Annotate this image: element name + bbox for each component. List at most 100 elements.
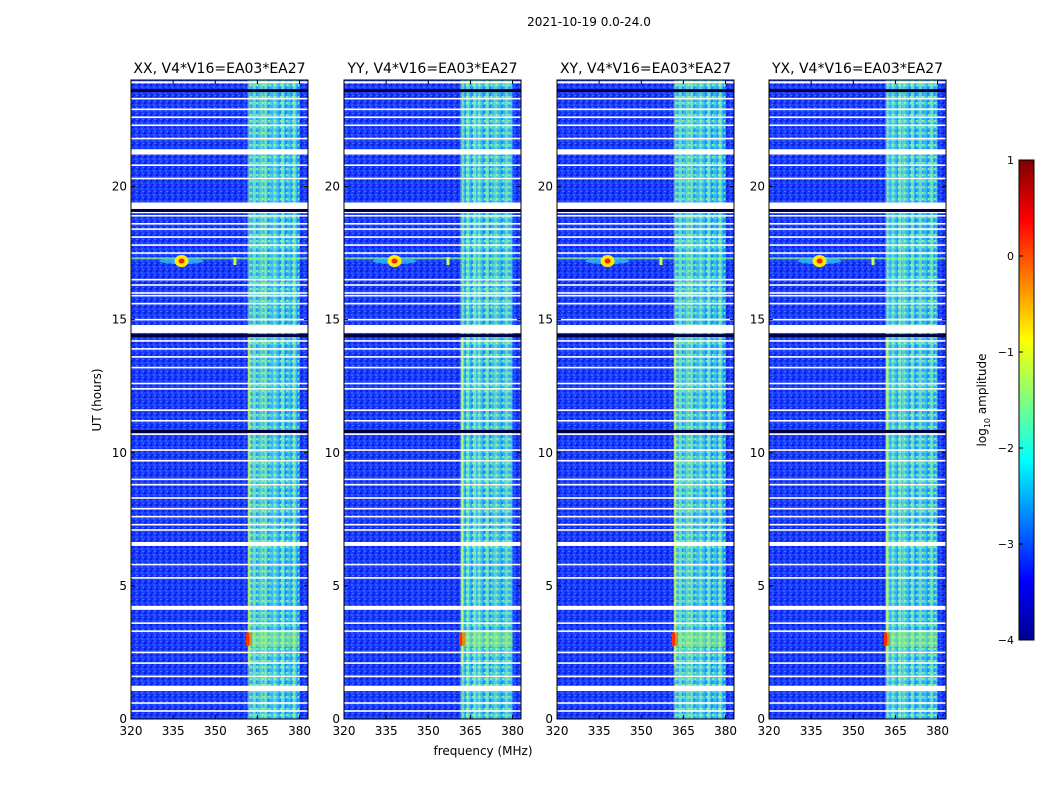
flagged-line — [131, 702, 308, 704]
rfi-column — [707, 80, 711, 719]
flagged-line — [769, 318, 946, 321]
flagged-line — [557, 577, 734, 579]
flagged-line — [344, 164, 521, 166]
dark-line — [557, 334, 734, 338]
flagged-line — [557, 124, 734, 127]
burst-spot — [246, 632, 252, 646]
flagged-line — [769, 409, 946, 411]
flagged-line — [344, 252, 521, 254]
flagged-band — [769, 685, 946, 692]
rfi-column — [494, 80, 498, 719]
flagged-line — [769, 124, 946, 127]
flagged-line — [557, 507, 734, 510]
y-tick-label: 20 — [538, 180, 553, 194]
rfi-column — [898, 80, 902, 719]
flagged-line — [131, 577, 308, 579]
flagged-line — [557, 483, 734, 486]
x-tick-label: 365 — [246, 724, 269, 738]
y-tick-label: 15 — [538, 313, 553, 327]
y-tick-label: 20 — [750, 180, 765, 194]
burst-row — [887, 631, 938, 648]
flagged-line — [769, 651, 946, 654]
rfi-column — [679, 80, 683, 719]
flagged-line — [131, 529, 308, 531]
dark-line — [557, 429, 734, 433]
rfi-spot-core — [391, 258, 398, 264]
dark-line — [769, 208, 946, 212]
flagged-line — [557, 244, 734, 246]
dark-line — [344, 208, 521, 212]
flagged-line — [344, 523, 521, 526]
flagged-line — [131, 651, 308, 654]
flagged-line — [557, 497, 734, 499]
flagged-line — [131, 284, 308, 286]
x-tick-label: 320 — [120, 724, 143, 738]
flagged-line — [557, 523, 734, 526]
flagged-line — [131, 710, 308, 712]
flagged-line — [131, 108, 308, 111]
flagged-line — [769, 382, 946, 385]
flagged-line — [344, 507, 521, 510]
x-tick-label: 320 — [758, 724, 781, 738]
flagged-line — [131, 388, 308, 390]
flagged-band — [344, 541, 521, 546]
flagged-line — [769, 137, 946, 140]
flagged-line — [557, 318, 734, 321]
burst-row — [249, 631, 300, 648]
flagged-line — [769, 388, 946, 390]
flagged-line — [344, 622, 521, 624]
panel-xx: XX, V4*V16=EA03*EA27 320 335 350 365 380 0 5 10 1… — [112, 61, 311, 738]
flagged-line — [131, 433, 308, 435]
flagged-line — [344, 348, 521, 350]
y-tick-label: 10 — [750, 446, 765, 460]
flagged-line — [344, 294, 521, 297]
rfi-column — [260, 80, 264, 719]
x-tick-label: 365 — [672, 724, 695, 738]
y-tick-label: 10 — [325, 446, 340, 460]
flagged-line — [769, 340, 946, 342]
flagged-line — [344, 244, 521, 246]
flagged-line — [344, 222, 521, 225]
flagged-band — [769, 81, 946, 84]
flagged-line — [557, 236, 734, 238]
band-edge-line — [248, 338, 251, 666]
flagged-line — [769, 433, 946, 435]
figure-suptitle: 2021-10-19 0.0-24.0 — [527, 15, 651, 29]
rfi-small-spot — [871, 257, 875, 266]
y-axis-label: UT (hours) — [90, 368, 104, 431]
flagged-line — [131, 137, 308, 140]
flagged-line — [344, 108, 521, 111]
flagged-line — [344, 529, 521, 531]
flagged-line — [769, 420, 946, 422]
flagged-line — [131, 124, 308, 127]
flagged-line — [769, 292, 946, 294]
flagged-line — [344, 366, 521, 369]
flagged-line — [557, 675, 734, 678]
flagged-line — [131, 563, 308, 566]
flagged-line — [344, 702, 521, 704]
x-tick-label: 335 — [588, 724, 611, 738]
flagged-line — [344, 318, 521, 321]
burst-spot — [672, 632, 678, 646]
flagged-band — [557, 81, 734, 84]
flagged-line — [769, 483, 946, 486]
flagged-line — [557, 651, 734, 654]
flagged-line — [344, 137, 521, 140]
y-tick-label: 15 — [112, 313, 127, 327]
dark-line — [131, 429, 308, 433]
flagged-band — [344, 149, 521, 155]
x-tick-label: 320 — [546, 724, 569, 738]
dark-line — [344, 429, 521, 433]
y-tick-label: 5 — [545, 579, 553, 593]
rfi-column — [718, 80, 722, 719]
flagged-line — [769, 244, 946, 246]
flagged-band — [557, 541, 734, 546]
rfi-spot-core — [816, 258, 823, 264]
y-tick-label: 10 — [112, 446, 127, 460]
flagged-band — [344, 685, 521, 692]
panel-yx: YX, V4*V16=EA03*EA27 320 335 350 365 380 0 5 10 1… — [750, 61, 949, 738]
flagged-line — [344, 340, 521, 342]
flagged-line — [769, 622, 946, 624]
flagged-band — [557, 605, 734, 610]
burst-spot — [884, 632, 890, 646]
